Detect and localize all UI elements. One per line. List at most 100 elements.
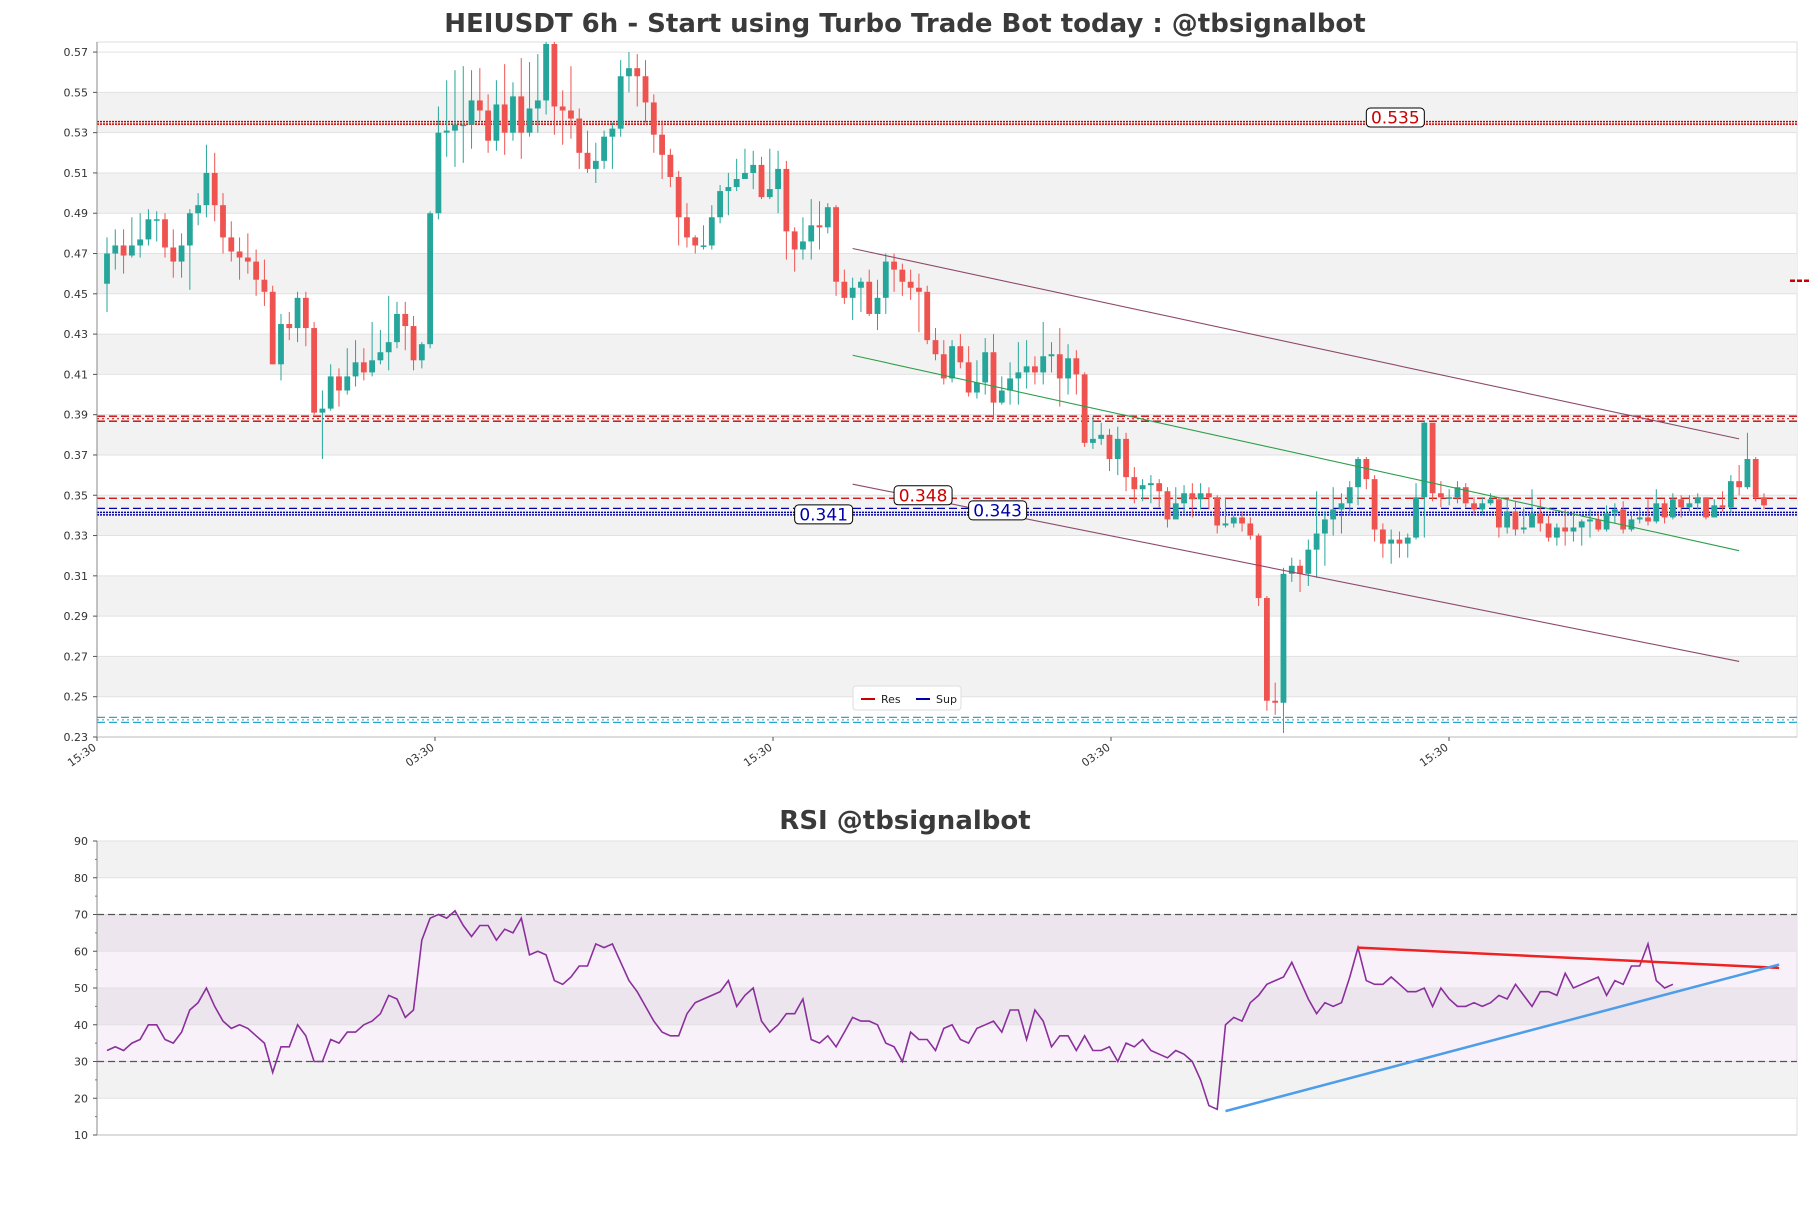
candle-body bbox=[178, 245, 185, 262]
y-tick-label: 0.45 bbox=[64, 288, 89, 301]
candle-body bbox=[1222, 523, 1229, 526]
candle-body bbox=[924, 291, 931, 341]
candle-body bbox=[261, 279, 268, 292]
candle-body bbox=[684, 217, 690, 238]
candle-body bbox=[170, 247, 177, 262]
candle-body bbox=[145, 219, 152, 240]
channel-line bbox=[852, 247, 1740, 440]
candle-body bbox=[626, 68, 632, 77]
candle-body bbox=[1363, 459, 1370, 480]
candle-body bbox=[1694, 497, 1701, 504]
candle-body bbox=[1529, 513, 1535, 528]
rsi-axes: 10 20 30 40 50 60 70 80 90 bbox=[74, 835, 1797, 1142]
candle-body bbox=[485, 110, 492, 141]
candle-body bbox=[1056, 354, 1063, 379]
y-tick-label: 0.27 bbox=[64, 650, 89, 663]
candle-body bbox=[882, 261, 889, 298]
y-tick-label: 0.51 bbox=[64, 167, 89, 180]
candle-body bbox=[742, 172, 748, 179]
candle-body bbox=[1388, 539, 1395, 544]
candle-body bbox=[1280, 573, 1287, 703]
candle-body bbox=[1239, 517, 1245, 524]
candles bbox=[104, 42, 1767, 733]
candle-body bbox=[1661, 503, 1668, 518]
candle-body bbox=[220, 205, 226, 238]
candle-body bbox=[617, 76, 624, 129]
rsi-grid-band bbox=[97, 1061, 1797, 1099]
rsi-y-tick-label: 70 bbox=[74, 909, 88, 922]
rsi-y-tick-label: 10 bbox=[74, 1129, 88, 1142]
candle-body bbox=[468, 100, 475, 125]
candle-body bbox=[1090, 438, 1096, 443]
grid-band bbox=[97, 575, 1797, 617]
candle-body bbox=[1007, 378, 1013, 391]
candle-body bbox=[1504, 511, 1511, 528]
candle-body bbox=[949, 346, 955, 379]
candle-body bbox=[1611, 509, 1618, 514]
candle-body bbox=[1123, 438, 1129, 478]
candle-body bbox=[1313, 533, 1320, 550]
candle-body bbox=[1148, 483, 1154, 486]
y-tick-label: 0.47 bbox=[64, 248, 89, 261]
candle-body bbox=[336, 376, 342, 391]
rsi-y-tick-label: 50 bbox=[74, 982, 88, 995]
candle-body bbox=[311, 328, 318, 413]
candle-body bbox=[1736, 481, 1743, 488]
candle-body bbox=[1744, 459, 1751, 488]
candle-body bbox=[940, 354, 947, 379]
candle-body bbox=[1371, 479, 1378, 530]
candle-body bbox=[1396, 539, 1403, 544]
price-label-box bbox=[893, 485, 953, 506]
price-panel-background bbox=[96, 41, 1798, 738]
grid-band bbox=[97, 253, 1797, 294]
candle-body bbox=[1156, 483, 1163, 492]
candle-body bbox=[957, 346, 964, 363]
x-tick-label: 15:30 bbox=[65, 741, 98, 770]
candle-body bbox=[783, 168, 790, 232]
candle-body bbox=[634, 68, 641, 77]
candle-body bbox=[1562, 527, 1569, 532]
candle-body bbox=[998, 390, 1005, 403]
candle-body bbox=[137, 239, 144, 246]
candle-body bbox=[568, 110, 574, 119]
candle-body bbox=[1678, 499, 1685, 508]
candle-body bbox=[874, 297, 881, 314]
price-chart-title: HEIUSDT 6h - Start using Turbo Trade Bot… bbox=[444, 9, 1365, 39]
y-tick-label: 0.57 bbox=[64, 46, 89, 59]
y-tick-label: 0.39 bbox=[64, 409, 89, 422]
candle-body bbox=[534, 100, 541, 109]
candle-body bbox=[269, 291, 276, 365]
candle-body bbox=[866, 281, 873, 314]
candle-body bbox=[1346, 487, 1353, 504]
price-label: 0.535 bbox=[1371, 109, 1420, 129]
candle-body bbox=[1595, 519, 1602, 530]
candle-body bbox=[1139, 485, 1146, 490]
y-tick-label: 0.37 bbox=[64, 449, 89, 462]
candle-body bbox=[584, 152, 591, 169]
candle-body bbox=[195, 205, 202, 214]
candle-body bbox=[1073, 358, 1080, 375]
candle-body bbox=[402, 313, 409, 327]
candle-body bbox=[501, 104, 508, 133]
candle-body bbox=[833, 207, 839, 282]
candle-body bbox=[344, 376, 351, 391]
candle-body bbox=[675, 176, 682, 218]
candle-body bbox=[153, 219, 160, 221]
candle-body bbox=[369, 360, 376, 373]
price-labels: 0.535 0.348 0.341 0.343 bbox=[794, 107, 1811, 525]
candle-body bbox=[352, 362, 359, 377]
candle-body bbox=[849, 287, 856, 298]
price-label-box bbox=[1365, 107, 1425, 128]
candle-body bbox=[236, 251, 243, 258]
candle-body bbox=[1487, 499, 1494, 504]
candle-body bbox=[1164, 491, 1171, 520]
candle-body bbox=[990, 352, 997, 403]
candle-body bbox=[601, 136, 607, 161]
candle-body bbox=[1512, 511, 1519, 530]
candle-body bbox=[982, 352, 989, 383]
x-tick-label: 03:30 bbox=[403, 741, 436, 770]
candle-body bbox=[841, 281, 848, 298]
rsi-y-tick-label: 30 bbox=[74, 1056, 88, 1069]
candle-body bbox=[766, 189, 773, 198]
